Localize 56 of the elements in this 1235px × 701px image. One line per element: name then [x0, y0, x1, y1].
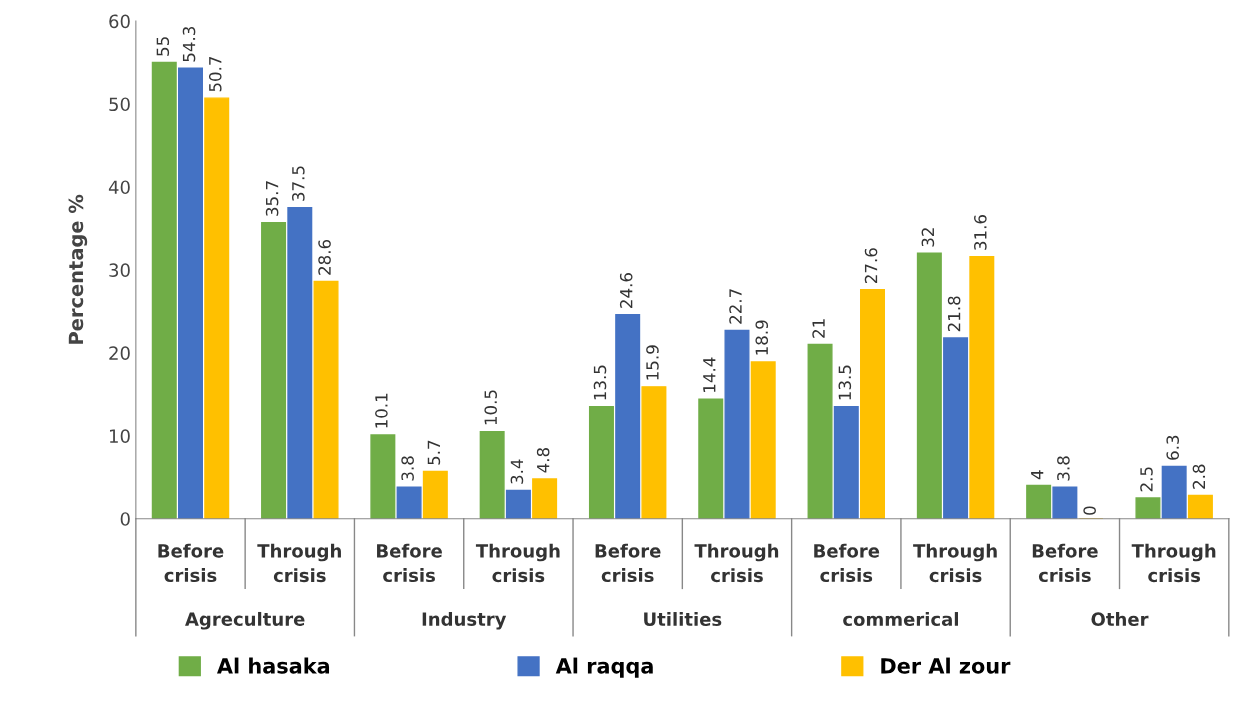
- y-tick-label: 10: [110, 429, 130, 443]
- legend-label: Al raqqa: [555, 657, 653, 678]
- y-tick-label: 30: [109, 263, 130, 277]
- data-label: 24.6: [619, 273, 633, 308]
- data-label: 13.5: [838, 365, 852, 400]
- y-tick-label: 50: [109, 97, 130, 112]
- data-label: 54.3: [182, 26, 196, 62]
- x-tick-label: Before crisis: [377, 543, 442, 583]
- data-label: 10.5: [484, 390, 497, 425]
- x-tick-label: Through crisis: [913, 543, 997, 583]
- legend-label: Der Al zour: [881, 657, 1011, 674]
- data-label: 3.4: [510, 459, 524, 484]
- data-label: 31.6: [974, 215, 987, 250]
- y-axis-title: Percentage %: [68, 194, 88, 344]
- x-tick-label: Before crisis: [814, 543, 880, 583]
- text: commerical: [843, 612, 958, 627]
- data-label: 21.8: [947, 296, 961, 332]
- x-tick-label: Before crisis: [158, 543, 224, 583]
- data-label: 28.6: [318, 239, 331, 275]
- x-tick-label: Before crisis: [595, 543, 661, 583]
- data-label: 18.9: [755, 320, 769, 355]
- data-label: 10.1: [375, 393, 388, 428]
- data-label: 37.5: [292, 166, 305, 201]
- data-label: 2.5: [1140, 467, 1153, 492]
- data-label: 50.7: [208, 56, 222, 92]
- x-tick-label: Through crisis: [694, 543, 779, 583]
- data-label: 35.7: [265, 181, 279, 216]
- data-label: 5.7: [427, 440, 441, 465]
- text: Other: [1091, 612, 1149, 627]
- data-label: 2.8: [1192, 464, 1206, 489]
- data-label: 13.5: [593, 365, 607, 400]
- legend-label: Al hasaka: [216, 657, 330, 674]
- data-label: 3.8: [401, 456, 414, 481]
- data-label: 21: [812, 319, 825, 338]
- x-tick-label: Through crisis: [257, 543, 341, 583]
- x-tick-label: Through crisis: [475, 543, 560, 583]
- data-label: 32: [921, 228, 935, 247]
- data-label: 4.8: [536, 448, 550, 473]
- y-tick-label: 60: [109, 14, 130, 29]
- data-label: 55: [156, 37, 170, 56]
- text: Industry: [422, 611, 507, 630]
- data-label: 6.3: [1166, 435, 1180, 460]
- text: Agreculture: [185, 611, 305, 630]
- data-label: 3.8: [1057, 456, 1070, 481]
- y-tick-label: 40: [108, 180, 130, 195]
- data-label: 27.6: [864, 248, 878, 284]
- y-tick-label: 0: [120, 512, 130, 526]
- data-label: 14.4: [703, 357, 716, 392]
- text: Utilities: [644, 612, 722, 627]
- data-label: 4: [1031, 470, 1044, 480]
- x-tick-label: Before crisis: [1032, 543, 1098, 583]
- data-label: 22.7: [729, 289, 742, 324]
- data-label: 15.9: [646, 345, 659, 380]
- data-label: 0: [1083, 506, 1096, 515]
- x-tick-label: Through crisis: [1131, 543, 1216, 583]
- y-tick-label: 20: [109, 346, 130, 360]
